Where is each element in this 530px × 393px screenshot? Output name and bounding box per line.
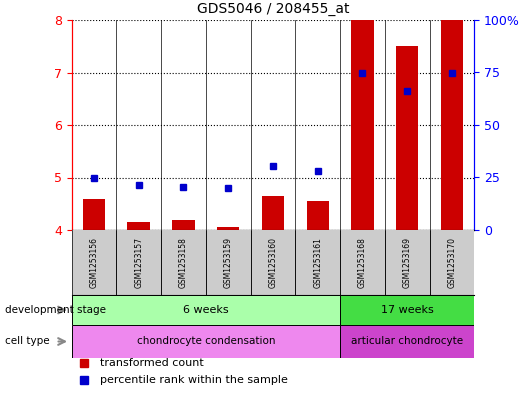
Bar [351,20,374,230]
Bar [262,196,284,230]
Text: chondrocyte condensation: chondrocyte condensation [137,336,275,347]
Text: GSM1253156: GSM1253156 [90,237,99,288]
Bar [172,220,195,230]
Text: articular chondrocyte: articular chondrocyte [351,336,463,347]
Text: percentile rank within the sample: percentile rank within the sample [100,375,288,385]
Title: GDS5046 / 208455_at: GDS5046 / 208455_at [197,2,349,16]
Bar [128,222,150,230]
Bar [217,228,240,230]
Text: GSM1253170: GSM1253170 [447,237,456,288]
Text: GSM1253160: GSM1253160 [269,237,277,288]
Text: 17 weeks: 17 weeks [381,305,434,315]
Text: GSM1253169: GSM1253169 [403,237,412,288]
Text: GSM1253161: GSM1253161 [313,237,322,288]
Text: GSM1253168: GSM1253168 [358,237,367,288]
Bar [396,46,418,230]
Bar [306,201,329,230]
Text: transformed count: transformed count [100,358,204,367]
Text: cell type: cell type [5,336,50,347]
Bar [83,198,105,230]
Text: GSM1253158: GSM1253158 [179,237,188,288]
Text: GSM1253157: GSM1253157 [134,237,143,288]
Text: development stage: development stage [5,305,107,315]
Bar [72,295,340,325]
Text: GSM1253159: GSM1253159 [224,237,233,288]
Bar [340,325,474,358]
Bar [72,325,340,358]
Bar [340,295,474,325]
Text: 6 weeks: 6 weeks [183,305,228,315]
Bar [441,20,463,230]
